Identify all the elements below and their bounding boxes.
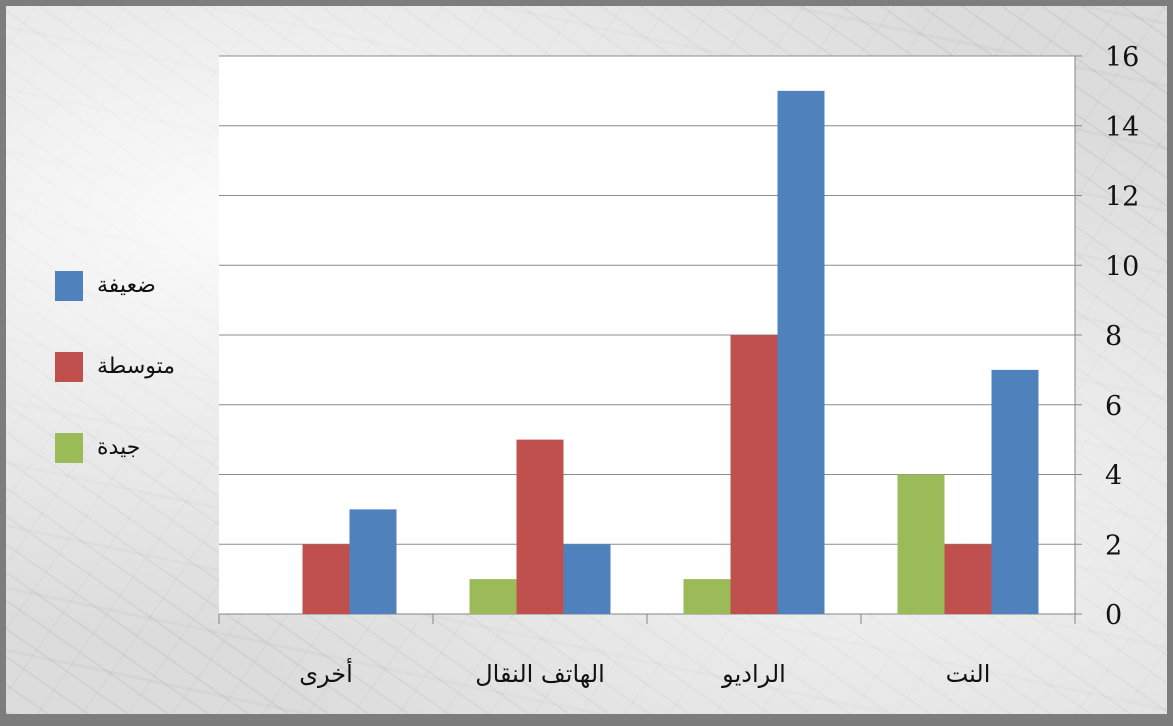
y-tick-label: 4 bbox=[1105, 461, 1122, 492]
legend-label: جيدة bbox=[97, 435, 140, 460]
y-tick-label: 10 bbox=[1105, 251, 1139, 282]
legend-label: ضعيفة bbox=[97, 273, 156, 298]
legend-swatch bbox=[55, 352, 83, 382]
bar bbox=[469, 579, 517, 614]
y-tick-label: 16 bbox=[1105, 42, 1139, 73]
x-category-label: أخرى bbox=[299, 658, 353, 688]
y-tick-label: 12 bbox=[1105, 182, 1139, 213]
bar bbox=[302, 544, 350, 614]
axes: 0 2 4 6 8 10 12 14 16 النت الراديو الهاتف النقال أخر… bbox=[218, 42, 1139, 688]
y-tick-label: 6 bbox=[1105, 391, 1122, 422]
x-category-label: الراديو bbox=[721, 660, 786, 688]
bar bbox=[897, 474, 945, 614]
y-tick-label: 14 bbox=[1105, 112, 1139, 143]
bar bbox=[991, 369, 1039, 614]
y-tick-label: 8 bbox=[1105, 321, 1122, 352]
x-category-label: الهاتف النقال bbox=[475, 660, 605, 688]
bar bbox=[563, 544, 611, 614]
x-category-label: النت bbox=[946, 660, 991, 688]
bar-chart: 0 2 4 6 8 10 12 14 16 النت الراديو الهاتف النقال أخر… bbox=[55, 42, 1139, 688]
legend-swatch bbox=[55, 271, 83, 301]
bar bbox=[683, 579, 731, 614]
bar bbox=[730, 335, 778, 614]
legend-swatch bbox=[55, 433, 83, 463]
bar bbox=[777, 90, 825, 614]
legend-label: متوسطة bbox=[97, 354, 175, 379]
bar bbox=[516, 439, 564, 614]
y-tick-label: 2 bbox=[1105, 530, 1122, 561]
legend: ضعيفة متوسطة جيدة bbox=[55, 271, 175, 463]
bar bbox=[944, 544, 992, 614]
bars bbox=[302, 90, 1039, 614]
y-tick-label: 0 bbox=[1105, 600, 1122, 631]
bar bbox=[349, 509, 397, 614]
